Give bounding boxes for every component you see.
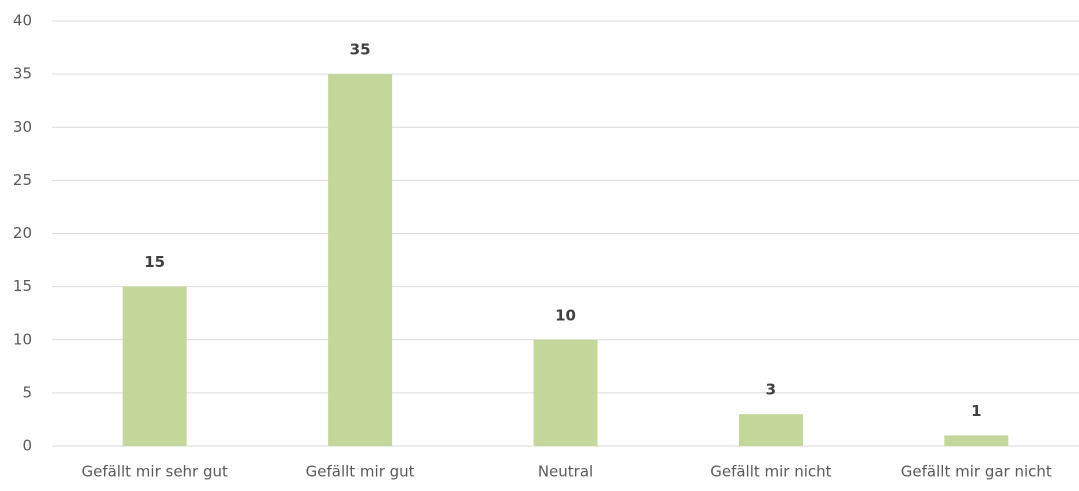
x-tick-label: Gefällt mir sehr gut	[81, 463, 228, 481]
y-tick-label: 25	[13, 171, 32, 189]
y-tick-label: 5	[22, 383, 32, 401]
value-label: 3	[766, 381, 776, 399]
value-label: 1	[971, 402, 981, 420]
y-tick-label: 10	[13, 330, 32, 348]
y-tick-label: 15	[13, 277, 32, 295]
bar	[328, 74, 393, 446]
y-tick-label: 35	[13, 65, 32, 83]
x-tick-label: Gefällt mir nicht	[710, 463, 831, 481]
bar	[122, 286, 187, 446]
x-tick-label: Neutral	[538, 463, 593, 481]
y-tick-label: 0	[22, 437, 32, 455]
bar	[738, 414, 803, 446]
value-label: 10	[555, 306, 576, 324]
bar	[944, 435, 1009, 446]
value-label: 15	[144, 253, 165, 271]
bar	[533, 339, 598, 446]
value-label: 35	[350, 41, 371, 59]
y-tick-label: 40	[13, 12, 32, 30]
y-tick-label: 30	[13, 118, 32, 136]
y-tick-label: 20	[13, 224, 32, 242]
x-tick-label: Gefällt mir gar nicht	[901, 463, 1052, 481]
x-tick-label: Gefällt mir gut	[306, 463, 415, 481]
